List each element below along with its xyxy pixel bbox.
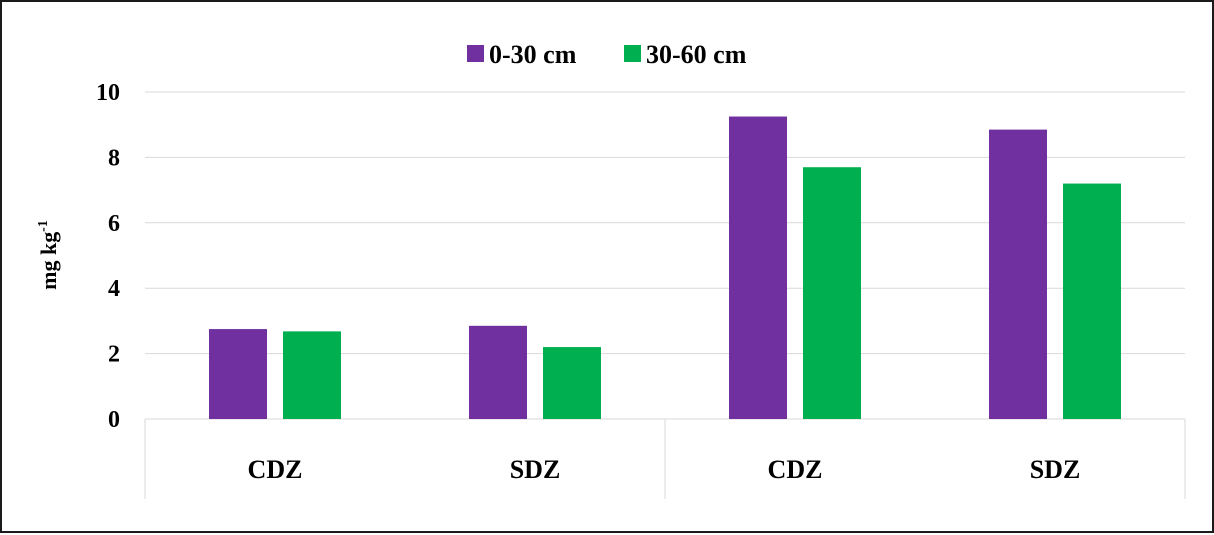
bar	[209, 329, 267, 419]
bars	[209, 116, 1121, 420]
x-category-label: CDZ	[248, 455, 303, 484]
y-tick-label: 6	[108, 211, 120, 237]
y-tick-labels: 0 2 4 6 8 10	[96, 80, 120, 433]
bar	[283, 331, 341, 419]
bar	[1063, 183, 1121, 419]
y-tick-label: 4	[108, 276, 120, 302]
legend: 0-30 cm 30-60 cm	[467, 40, 747, 69]
legend-label: 0-30 cm	[489, 40, 577, 69]
y-tick-label: 8	[108, 145, 120, 171]
bar	[469, 325, 527, 419]
y-tick-label: 2	[108, 342, 120, 368]
legend-swatch	[467, 45, 484, 62]
axes	[144, 419, 1186, 499]
x-category-label: CDZ	[768, 455, 823, 484]
y-axis-label: mg kg-1	[36, 220, 61, 290]
x-category-label: SDZ	[510, 455, 561, 484]
bar	[543, 347, 601, 419]
y-tick-label: 0	[108, 407, 120, 433]
y-axis-label-main: mg kg	[36, 232, 61, 290]
bar	[803, 167, 861, 419]
bar	[729, 116, 787, 420]
bar	[989, 129, 1047, 419]
legend-swatch	[624, 45, 641, 62]
x-category-label: SDZ	[1030, 455, 1081, 484]
legend-label: 30-60 cm	[646, 40, 747, 69]
y-tick-label: 10	[96, 80, 120, 106]
y-axis-label-superscript: -1	[36, 220, 51, 232]
x-category-labels: CDZ SDZ CDZ SDZ	[248, 455, 1081, 484]
